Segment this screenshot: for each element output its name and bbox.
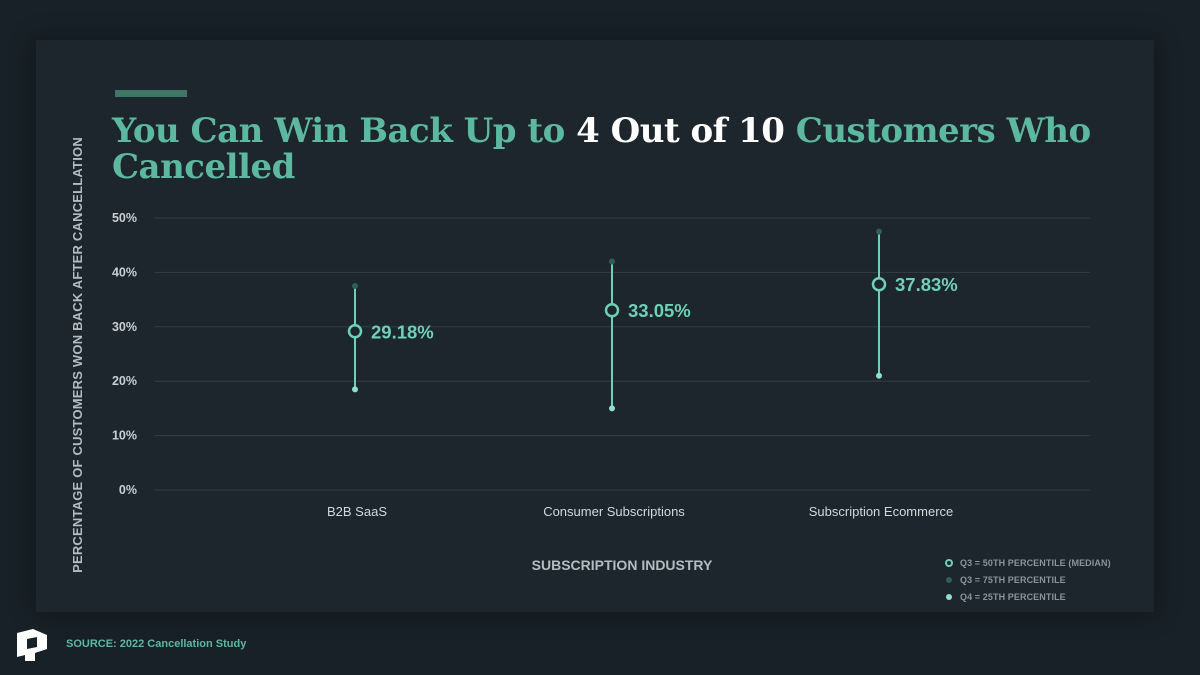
title-part-2: Customers Who Cancelled	[112, 111, 1091, 187]
x-category-label: B2B SaaS	[327, 504, 387, 519]
median-data-label: 33.05%	[628, 300, 691, 321]
median-point	[871, 276, 887, 292]
median-ring-icon	[944, 558, 954, 568]
y-tick-label: 40%	[112, 265, 137, 279]
y-tick-label: 50%	[112, 211, 137, 225]
q75-dot-icon	[944, 575, 954, 585]
median-data-label: 29.18%	[371, 321, 434, 342]
brand-logo-icon	[17, 629, 47, 661]
legend-item-q75: Q3 = 75TH PERCENTILE	[944, 571, 1111, 588]
x-category-label: Consumer Subscriptions	[543, 504, 685, 519]
x-axis-title: SUBSCRIPTION INDUSTRY	[531, 557, 713, 573]
q75-point	[609, 258, 615, 265]
legend: Q3 = 50TH PERCENTILE (MEDIAN) Q3 = 75TH …	[944, 554, 1111, 605]
median-data-label: 37.83%	[895, 274, 958, 295]
q75-point	[876, 228, 882, 235]
x-category-label: Subscription Ecommerce	[809, 504, 954, 519]
q25-point	[609, 405, 615, 412]
y-tick-label: 30%	[112, 320, 137, 334]
title-accent-bar	[115, 90, 187, 97]
title-part-1: You Can Win Back Up to	[112, 111, 577, 151]
y-tick-label: 10%	[112, 429, 137, 443]
q25-point	[876, 372, 882, 379]
median-point	[604, 302, 620, 318]
median-point	[347, 324, 363, 339]
legend-label-q25: Q4 = 25TH PERCENTILE	[960, 591, 1066, 602]
source-note: SOURCE: 2022 Cancellation Study	[66, 638, 247, 650]
y-tick-label: 0%	[119, 483, 137, 497]
chart-title: You Can Win Back Up to 4 Out of 10 Custo…	[112, 113, 1092, 185]
chart-card	[36, 40, 1154, 612]
legend-item-median: Q3 = 50TH PERCENTILE (MEDIAN)	[944, 554, 1111, 571]
legend-item-q25: Q4 = 25TH PERCENTILE	[944, 588, 1111, 605]
y-tick-label: 20%	[112, 374, 137, 388]
legend-label-q75: Q3 = 75TH PERCENTILE	[960, 574, 1066, 585]
title-highlight: 4 Out of 10	[576, 111, 785, 151]
legend-label-median: Q3 = 50TH PERCENTILE (MEDIAN)	[960, 557, 1111, 568]
q25-dot-icon	[944, 592, 954, 602]
q25-point	[352, 386, 358, 393]
q75-point	[352, 283, 358, 289]
